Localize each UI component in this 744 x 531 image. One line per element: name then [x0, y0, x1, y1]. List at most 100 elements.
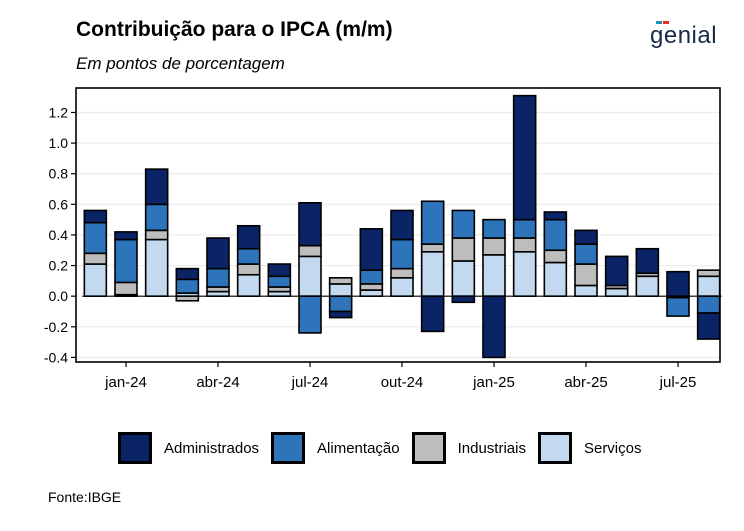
bar-segment-administrados: [420, 295, 445, 333]
bar-segment-administrados: [83, 209, 108, 224]
bar-segment-industriais: [482, 237, 506, 256]
logo-dots-icon: [656, 21, 669, 24]
bar-segment-administrados: [359, 228, 384, 271]
legend-swatch: [537, 432, 572, 464]
bar-segment-administrados: [604, 255, 629, 287]
bar-segment-servios: [359, 289, 384, 297]
bar-segment-servios: [83, 263, 108, 297]
bar-segment-servios: [604, 287, 629, 297]
bar-segment-servios: [696, 275, 721, 297]
bar-segment-alimentao: [482, 218, 506, 239]
bar-segment-alimentao: [574, 243, 598, 265]
bar-segment-industriais: [236, 263, 261, 276]
bar-segment-administrados: [635, 247, 660, 275]
source-note: Fonte:IBGE: [48, 489, 122, 505]
bar-segment-industriais: [298, 244, 322, 258]
bar-segment-industriais: [390, 267, 414, 279]
logo-dot-right: [663, 21, 669, 24]
stacked-bar-chart: 1.2 1.0 0.8 0.6 0.4 0.2 0.0 -0.2 -0.4 jan-24 abr-2…: [44, 87, 722, 391]
bar-segment-alimentao: [144, 203, 169, 232]
bar-segment-alimentao: [390, 238, 414, 270]
bar-segment-administrados: [298, 202, 322, 247]
bar-segment-industriais: [574, 263, 598, 287]
bar-segment-administrados: [114, 231, 138, 241]
bar-segment-administrados: [144, 168, 169, 206]
bar-segment-industriais: [328, 277, 353, 285]
bar-segment-alimentao: [451, 209, 476, 239]
bar-segment-servios: [574, 284, 598, 297]
chart-subtitle: Em pontos de porcentagem: [76, 54, 285, 73]
bar-segment-administrados: [236, 224, 261, 250]
bar-segment-administrados: [666, 270, 690, 297]
bar-segment-servios: [298, 255, 322, 297]
bar-segment-alimentao: [206, 267, 230, 288]
y-tick-label: 0.8: [49, 166, 69, 182]
bar-segment-servios: [543, 261, 568, 297]
bar-segment-administrados: [543, 211, 568, 221]
bar-segment-administrados: [175, 267, 200, 281]
bar-segment-alimentao: [83, 221, 108, 255]
bar-segment-alimentao: [666, 296, 690, 317]
bar-segment-administrados: [390, 209, 414, 241]
bar-segment-alimentao: [175, 278, 200, 294]
legend-label: Alimentação: [317, 439, 400, 457]
bar-segment-administrados: [451, 295, 476, 304]
legend-label: Administrados: [164, 439, 260, 457]
bar-segment-servios: [635, 275, 660, 297]
chart-legend: Administrados Alimentação Industriais Servi…: [118, 432, 654, 464]
brand-logo: genial: [650, 21, 717, 50]
legend-item: Administrados: [118, 432, 259, 464]
bar-segment-administrados: [267, 263, 292, 278]
y-tick-label: 0.4: [49, 227, 69, 243]
bar-segment-alimentao: [267, 275, 292, 288]
bar-segment-industriais: [696, 269, 721, 278]
bar-segment-administrados: [328, 310, 353, 319]
bar-segment-alimentao: [420, 200, 445, 245]
y-tick-label: 0.2: [49, 258, 69, 274]
bar-segment-alimentao: [696, 295, 721, 314]
legend-item: Industriais: [411, 432, 526, 464]
x-tick-label: out-24: [381, 374, 424, 391]
bar-segment-servios: [482, 254, 506, 297]
x-tick-label: abr-24: [196, 374, 239, 391]
y-tick-label: -0.4: [44, 349, 68, 365]
y-tick-label: 1.2: [49, 104, 69, 120]
legend-swatch: [271, 432, 306, 464]
bar-segment-industriais: [451, 237, 476, 262]
bar-segment-alimentao: [512, 218, 537, 239]
bar-segment-servios: [144, 238, 169, 297]
bar-segment-alimentao: [328, 295, 353, 313]
bar-segment-industriais: [420, 243, 445, 253]
x-tick-label: jul-24: [291, 374, 329, 391]
bar-segment-administrados: [574, 229, 598, 245]
bar-segment-servios: [328, 283, 353, 297]
bar-segment-alimentao: [298, 295, 322, 334]
bar-segment-administrados: [206, 237, 230, 270]
bar-segment-industriais: [359, 283, 384, 291]
bar-segment-servios: [512, 250, 537, 297]
legend-swatch: [411, 432, 446, 464]
x-tick-label: jan-25: [472, 374, 515, 391]
bar-segment-industriais: [512, 237, 537, 253]
x-tick-label: jul-25: [659, 374, 697, 391]
bar-segment-alimentao: [359, 269, 384, 285]
legend-item: Alimentação: [271, 432, 400, 464]
y-tick-label: 0.6: [49, 196, 69, 212]
logo-dot-left: [656, 21, 662, 24]
legend-swatch: [118, 432, 152, 464]
bar-segment-servios: [451, 260, 476, 297]
bar-segment-industriais: [114, 281, 138, 296]
y-tick-label: 1.0: [49, 135, 69, 151]
bar-segment-industriais: [175, 295, 200, 302]
bar-segment-servios: [390, 277, 414, 297]
x-tick-label: abr-25: [564, 374, 607, 391]
bar-segment-servios: [236, 273, 261, 297]
plot-border: [75, 87, 721, 363]
y-tick-label: 0.0: [49, 288, 69, 304]
bar-segment-alimentao: [543, 218, 568, 252]
bar-segment-alimentao: [114, 238, 138, 284]
chart-title: Contribuição para o IPCA (m/m): [76, 18, 393, 41]
legend-item: Serviços: [537, 432, 642, 464]
bar-segment-administrados: [482, 295, 506, 359]
bar-segment-servios: [420, 250, 445, 297]
